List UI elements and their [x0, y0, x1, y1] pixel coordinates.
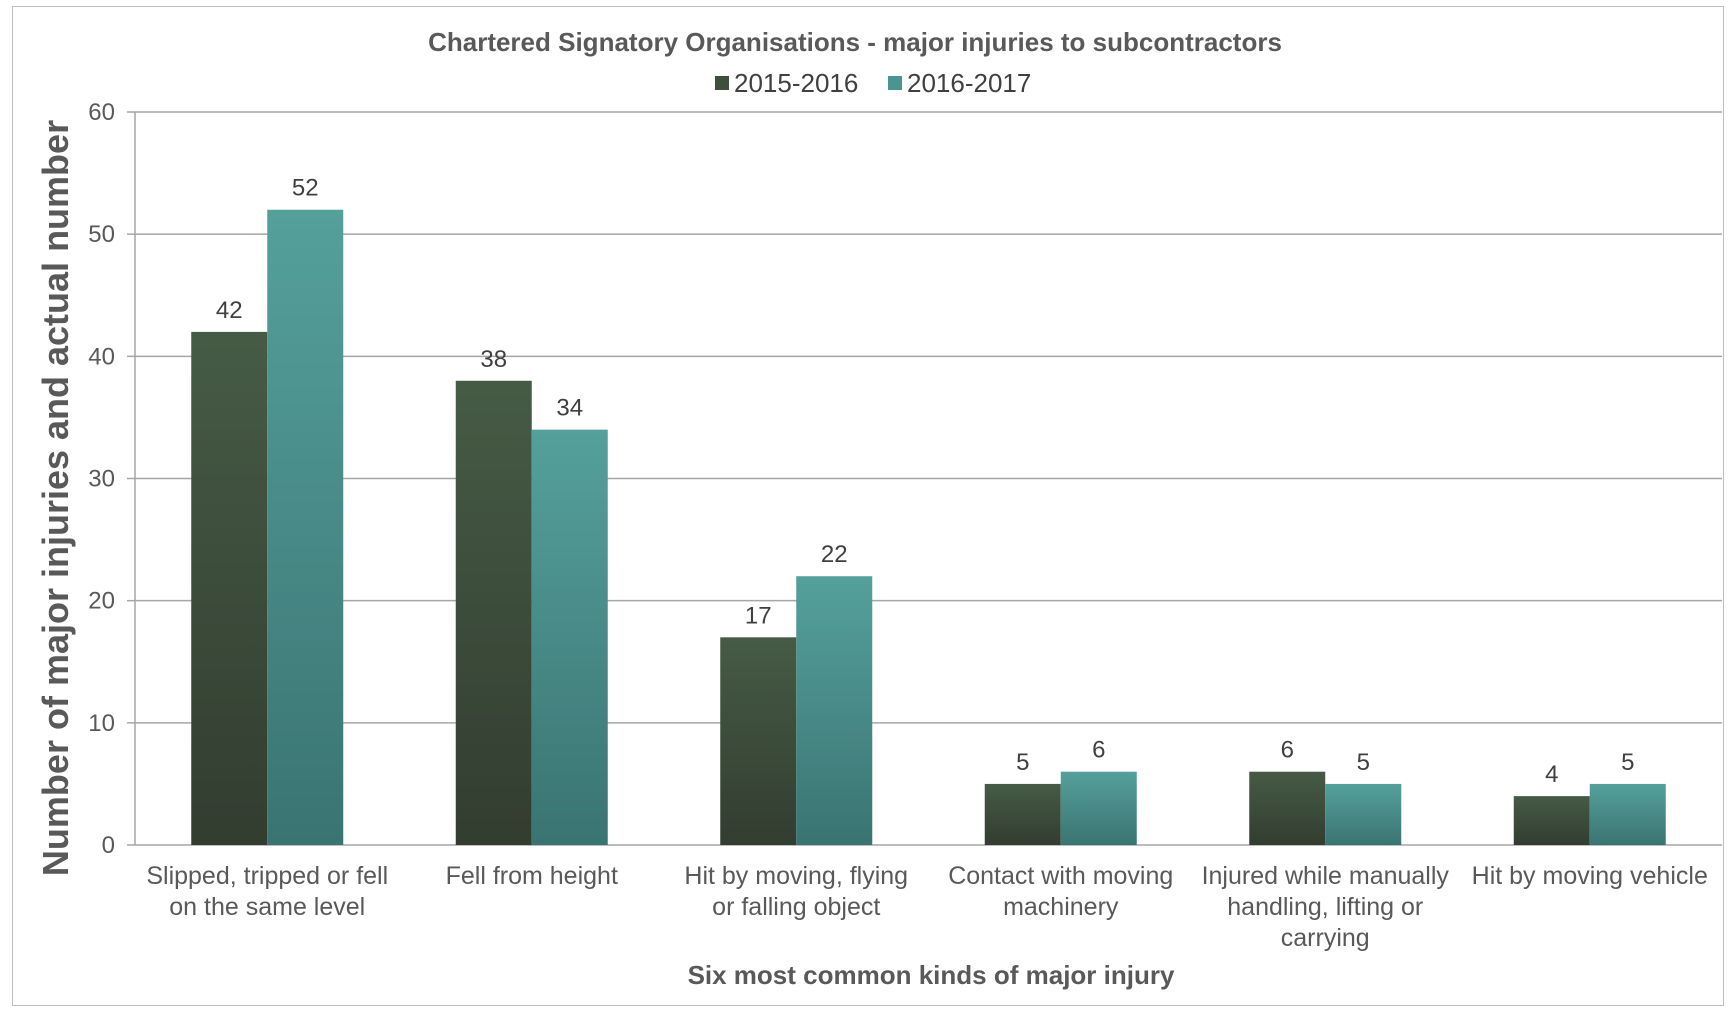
gridlines	[127, 111, 1722, 846]
legend-swatch-2016-2017	[888, 76, 902, 90]
bar-2015-2016-3	[984, 783, 1061, 845]
y-tick-label-3: 30	[88, 466, 115, 493]
bar-2016-2017-5	[1589, 783, 1666, 845]
y-tick-label-1: 10	[88, 710, 115, 737]
legend-swatch-2015-2016	[715, 76, 729, 90]
data-label-2016-2017-5: 5	[1621, 749, 1634, 776]
category-label-0: Slipped, tripped or fell on the same leve…	[146, 862, 388, 921]
data-label-2016-2017-0: 52	[292, 175, 319, 202]
data-label-2016-2017-2: 22	[821, 541, 848, 568]
data-label-2015-2016-3: 5	[1016, 749, 1029, 776]
y-tick-label-4: 40	[88, 343, 115, 370]
data-label-2016-2017-1: 34	[556, 395, 583, 422]
data-label-2015-2016-5: 4	[1545, 761, 1558, 788]
y-tick-label-6: 60	[88, 99, 115, 126]
y-axis-title: Number of major injuries and actual numb…	[35, 120, 76, 876]
data-label-2015-2016-0: 42	[216, 297, 243, 324]
category-label-4: Injured while manually handling, lifting …	[1202, 862, 1450, 952]
bar-2016-2017-2	[796, 576, 873, 845]
y-axis-ticks: 0 10 20 30 40 50 60	[88, 99, 115, 859]
legend-label-2015-2016: 2015-2016	[734, 68, 858, 98]
y-tick-label-5: 50	[88, 221, 115, 248]
data-labels: 42 38 17 5 6 4 52 34 22 6 5 5	[216, 175, 1635, 788]
bar-2015-2016-4	[1249, 771, 1326, 845]
bars	[191, 209, 1666, 845]
y-tick-label-2: 20	[88, 588, 115, 615]
chart-title: Chartered Signatory Organisations - majo…	[428, 27, 1282, 57]
data-label-2015-2016-2: 17	[745, 602, 772, 629]
bar-2015-2016-0	[191, 331, 268, 845]
bar-2015-2016-1	[455, 380, 532, 845]
category-label-3: Contact with moving machinery	[948, 862, 1173, 921]
bar-2016-2017-4	[1325, 783, 1402, 845]
legend-label-2016-2017: 2016-2017	[907, 68, 1031, 98]
category-label-1: Fell from height	[446, 862, 618, 890]
data-label-2015-2016-4: 6	[1281, 737, 1294, 764]
category-label-5: Hit by moving vehicle	[1472, 862, 1708, 890]
data-label-2016-2017-4: 5	[1357, 749, 1370, 776]
bar-2016-2017-3	[1060, 771, 1137, 845]
data-label-2015-2016-1: 38	[480, 346, 507, 373]
category-label-2: Hit by moving, flying or falling object	[684, 862, 908, 921]
x-axis-title: Six most common kinds of major injury	[688, 960, 1175, 990]
bar-2015-2016-2	[720, 637, 797, 845]
y-tick-label-0: 0	[102, 832, 115, 859]
bar-2016-2017-0	[267, 209, 344, 845]
x-axis-categories: Slipped, tripped or fell on the same leve…	[146, 862, 1708, 952]
bar-2015-2016-5	[1513, 796, 1590, 845]
data-label-2016-2017-3: 6	[1092, 737, 1105, 764]
bar-2016-2017-1	[531, 429, 608, 845]
legend: 2015-2016 2016-2017	[715, 68, 1031, 98]
